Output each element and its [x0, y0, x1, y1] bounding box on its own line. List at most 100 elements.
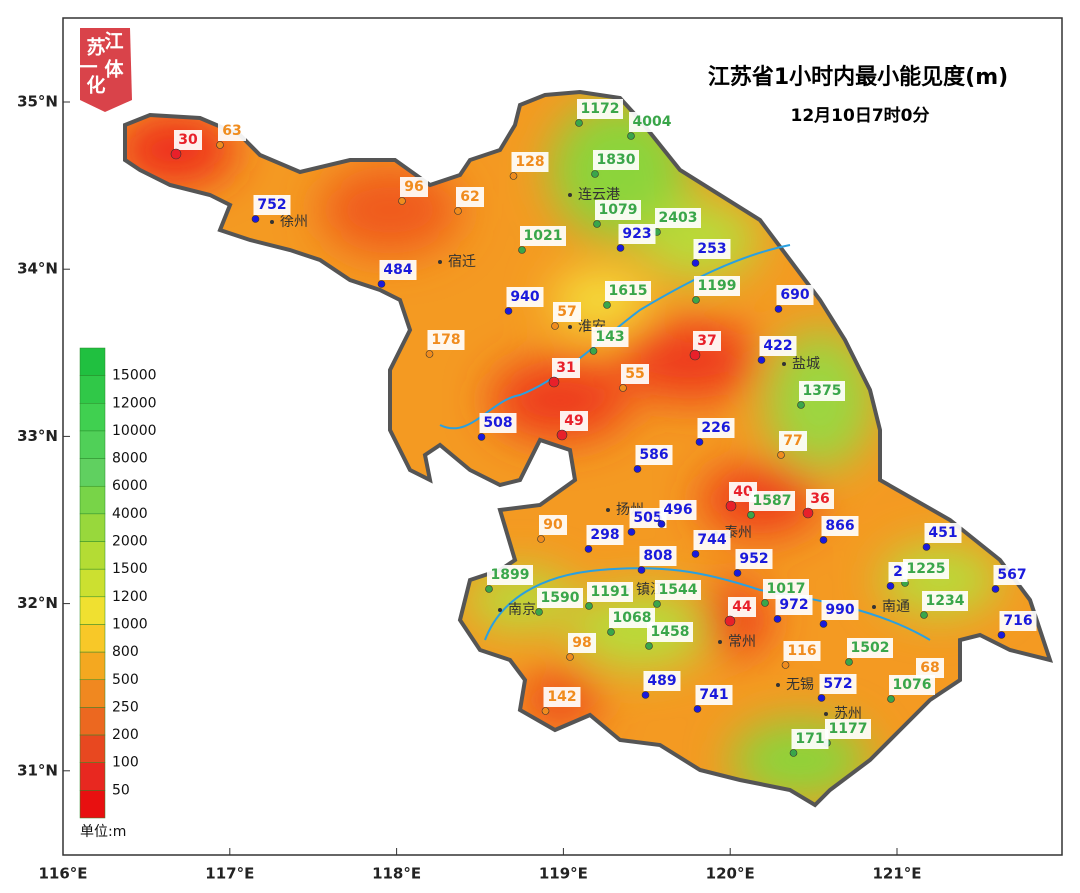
station-value: 1234	[926, 593, 965, 609]
station: 1076	[887, 675, 935, 703]
logo-char: 一	[78, 57, 97, 79]
station: 96	[398, 177, 428, 205]
station: 496	[657, 500, 697, 528]
station-dot	[589, 347, 598, 355]
station-dot	[997, 631, 1006, 639]
station-dot	[585, 602, 593, 610]
station-value: 866	[825, 518, 854, 534]
station: 741	[693, 685, 733, 713]
station-value: 57	[557, 304, 576, 320]
station: 489	[641, 671, 681, 699]
station-value: 1458	[651, 624, 690, 640]
station-label-bg	[511, 152, 549, 172]
station: 49	[556, 411, 588, 441]
city-dot	[776, 683, 780, 687]
station-value: 143	[595, 329, 624, 345]
station-label-bg	[506, 287, 544, 307]
station-dot	[887, 695, 895, 703]
station-dot	[819, 620, 828, 628]
station-dot	[616, 244, 625, 252]
station-dot	[251, 215, 260, 223]
station-value: 1172	[581, 101, 620, 117]
station-label-bg	[568, 633, 596, 653]
station: 178	[425, 330, 465, 358]
station-dot	[693, 705, 702, 713]
station-label-bg	[456, 187, 484, 207]
lon-label: 117°E	[205, 865, 254, 883]
station-dot	[518, 246, 526, 254]
station-dot	[817, 694, 826, 702]
station-value: 1068	[613, 610, 652, 626]
station: 44	[724, 597, 756, 627]
station-dot	[789, 749, 798, 757]
station: 1021	[518, 226, 566, 254]
station-label-bg	[821, 600, 859, 620]
station: 143	[589, 327, 629, 355]
station-dot	[773, 615, 782, 623]
city-name: 连云港	[578, 187, 620, 203]
city-name: 苏州	[834, 706, 862, 722]
station-label-bg	[587, 582, 633, 602]
station-dot	[691, 259, 700, 267]
legend-swatch	[79, 790, 106, 819]
station-label-bg	[553, 302, 581, 322]
legend-label: 4000	[112, 506, 148, 522]
station-label-bg	[776, 285, 814, 305]
station-dot	[991, 585, 1000, 593]
station-dot	[797, 401, 805, 409]
city-dot	[606, 508, 610, 512]
station-label-bg	[693, 530, 731, 550]
station: 1502	[845, 638, 893, 666]
station-dot	[725, 500, 737, 512]
legend-swatch	[79, 403, 106, 432]
station-value: 77	[783, 433, 802, 449]
city-dot	[498, 608, 502, 612]
station: 1615	[603, 281, 651, 309]
station-label-bg	[993, 565, 1031, 585]
lat-label: 34°N	[17, 260, 58, 278]
station-label-bg	[903, 559, 949, 579]
station: 1079	[593, 200, 641, 228]
city-name: 宿迁	[448, 253, 476, 270]
station-value: 90	[543, 517, 563, 533]
station-value: 752	[257, 197, 286, 213]
station-label-bg	[791, 729, 829, 749]
legend-swatch	[79, 485, 106, 515]
station-dot	[761, 599, 769, 607]
station-dot	[477, 433, 486, 441]
station-dot	[551, 322, 559, 330]
station-dot	[645, 642, 653, 650]
station-label-bg	[697, 418, 735, 438]
station-label-bg	[621, 364, 649, 384]
station-value: 505	[633, 510, 662, 526]
station-dot	[637, 566, 646, 574]
station-label-bg	[695, 685, 733, 705]
station: 4004	[627, 112, 675, 140]
station-value: 1544	[659, 582, 698, 598]
station-dot	[724, 615, 736, 627]
station-value: 1375	[803, 383, 842, 399]
legend-label: 6000	[112, 478, 148, 494]
station-value: 1590	[541, 590, 580, 606]
station-label-bg	[728, 597, 756, 617]
station: 1544	[653, 580, 701, 608]
station-value: 178	[431, 332, 460, 348]
station-label-bg	[487, 565, 533, 585]
station-dot	[819, 536, 828, 544]
station-label-bg	[593, 150, 639, 170]
legend-label: 8000	[112, 451, 148, 467]
station-label-bg	[847, 638, 893, 658]
station: 2	[886, 562, 908, 590]
station-label-bg	[379, 260, 417, 280]
legend-swatch	[79, 375, 106, 404]
station-value: 690	[780, 287, 809, 303]
station: 116	[781, 641, 821, 669]
city-dot	[824, 712, 828, 716]
lon-label: 118°E	[372, 865, 421, 883]
station: 171	[789, 729, 829, 757]
city-name: 无锡	[786, 677, 814, 693]
station-label-bg	[577, 99, 623, 119]
station: 451	[922, 523, 962, 551]
station-label-bg	[218, 121, 246, 141]
station: 952	[733, 549, 773, 577]
